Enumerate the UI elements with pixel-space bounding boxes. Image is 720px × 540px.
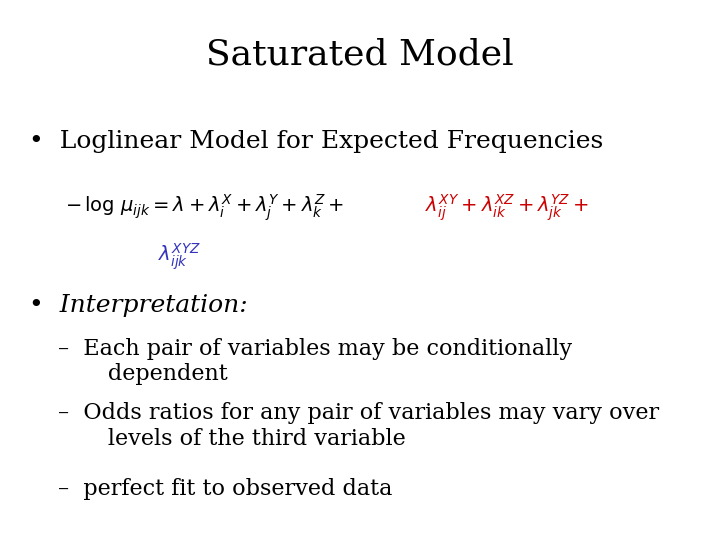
Text: $\lambda_{ijk}^{XYZ}$: $\lambda_{ijk}^{XYZ}$	[158, 241, 202, 272]
Text: •  Interpretation:: • Interpretation:	[29, 294, 248, 318]
Text: $-\,\log\,\mu_{ijk} = \lambda + \lambda_i^{X} + \lambda_j^{Y} + \lambda_k^{Z} + : $-\,\log\,\mu_{ijk} = \lambda + \lambda_…	[65, 193, 344, 223]
Text: Saturated Model: Saturated Model	[206, 38, 514, 72]
Text: •  Loglinear Model for Expected Frequencies: • Loglinear Model for Expected Frequenci…	[29, 130, 603, 153]
Text: –  Odds ratios for any pair of variables may vary over
       levels of the thir: – Odds ratios for any pair of variables …	[58, 402, 659, 450]
Text: $\lambda_{ij}^{XY} + \lambda_{ik}^{XZ} + \lambda_{jk}^{YZ} + $: $\lambda_{ij}^{XY} + \lambda_{ik}^{XZ} +…	[425, 193, 589, 223]
Text: –  perfect fit to observed data: – perfect fit to observed data	[58, 478, 392, 500]
Text: –  Each pair of variables may be conditionally
       dependent: – Each pair of variables may be conditio…	[58, 338, 572, 385]
